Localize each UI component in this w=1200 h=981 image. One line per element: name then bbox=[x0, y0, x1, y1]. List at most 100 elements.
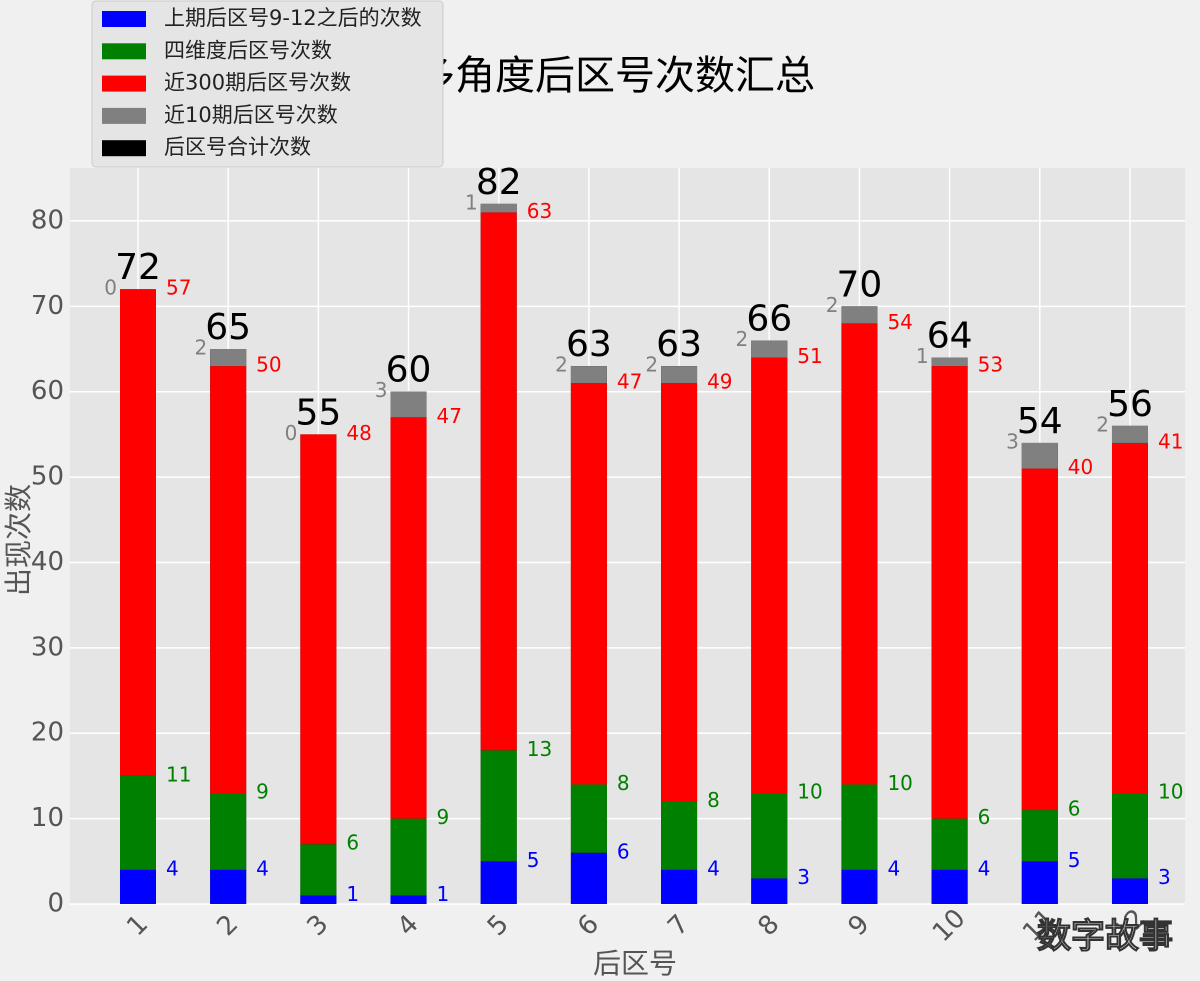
value-label: 9 bbox=[437, 805, 450, 829]
total-label: 65 bbox=[205, 307, 251, 348]
value-label: 2 bbox=[194, 336, 207, 360]
bar-segment bbox=[1021, 861, 1058, 904]
value-label: 5 bbox=[527, 848, 540, 872]
total-label: 55 bbox=[295, 392, 341, 433]
value-label: 50 bbox=[256, 353, 281, 377]
value-label: 2 bbox=[736, 327, 749, 351]
bar-segment bbox=[300, 895, 337, 904]
legend-label: 上期后区号9-12之后的次数 bbox=[164, 6, 422, 30]
value-label: 0 bbox=[285, 421, 298, 445]
y-tick-label: 70 bbox=[31, 291, 64, 321]
value-label: 10 bbox=[887, 771, 912, 795]
legend-swatch bbox=[102, 107, 146, 124]
bar-segment bbox=[841, 323, 878, 785]
bar-segment bbox=[210, 349, 247, 367]
value-label: 57 bbox=[166, 276, 191, 300]
value-label: 41 bbox=[1158, 429, 1183, 453]
total-label: 63 bbox=[566, 324, 612, 365]
bar-segment bbox=[210, 793, 247, 870]
bar-segment bbox=[841, 869, 878, 904]
bar-segment bbox=[1021, 810, 1058, 862]
bar-segment bbox=[661, 869, 698, 904]
value-label: 1 bbox=[465, 190, 478, 214]
legend: 上期后区号9-12之后的次数四维度后区号次数近300期后区号次数近10期后区号次… bbox=[91, 0, 444, 168]
bar-segment bbox=[300, 844, 337, 896]
bar-segment bbox=[931, 869, 968, 904]
bar-segment bbox=[570, 383, 607, 785]
bar-segment bbox=[480, 750, 517, 862]
value-label: 54 bbox=[887, 310, 912, 334]
bar-segment bbox=[480, 212, 517, 751]
y-tick-label: 60 bbox=[31, 376, 64, 406]
value-label: 3 bbox=[1006, 429, 1019, 453]
value-label: 1 bbox=[437, 882, 450, 906]
bar-segment bbox=[570, 366, 607, 384]
bar-segment bbox=[661, 366, 698, 384]
legend-swatch bbox=[102, 43, 146, 60]
value-label: 1 bbox=[346, 882, 359, 906]
value-label: 6 bbox=[1068, 797, 1081, 821]
bar-segment bbox=[210, 869, 247, 904]
bar-segment bbox=[300, 434, 337, 845]
value-label: 47 bbox=[437, 404, 462, 428]
x-axis-label: 后区号 bbox=[593, 947, 677, 980]
bar-segment bbox=[841, 784, 878, 870]
value-label: 1 bbox=[916, 344, 929, 368]
value-label: 4 bbox=[707, 856, 720, 880]
value-label: 3 bbox=[375, 378, 388, 402]
value-label: 8 bbox=[707, 788, 720, 812]
y-tick-label: 0 bbox=[47, 889, 64, 919]
legend-label: 近10期后区号次数 bbox=[164, 103, 338, 127]
y-tick-label: 10 bbox=[31, 803, 64, 833]
bar-segment bbox=[751, 357, 788, 794]
bar-segment bbox=[390, 391, 427, 418]
value-label: 49 bbox=[707, 370, 732, 394]
value-label: 6 bbox=[978, 805, 991, 829]
value-label: 5 bbox=[1068, 848, 1081, 872]
y-tick-label: 20 bbox=[31, 718, 64, 748]
total-label: 54 bbox=[1017, 401, 1063, 442]
bar-segment bbox=[751, 878, 788, 904]
value-label: 8 bbox=[617, 771, 630, 795]
bar-segment bbox=[570, 784, 607, 853]
bar-segment bbox=[390, 895, 427, 904]
bar-segment bbox=[120, 775, 156, 870]
total-label: 72 bbox=[115, 247, 161, 288]
bar-segment bbox=[931, 366, 968, 819]
bar-segment bbox=[661, 383, 698, 802]
value-label: 6 bbox=[346, 831, 359, 855]
bar-segment bbox=[751, 793, 788, 879]
bar-segment bbox=[1111, 425, 1148, 443]
value-label: 2 bbox=[645, 353, 658, 377]
bar-segment bbox=[390, 417, 427, 819]
bar-segment bbox=[1021, 442, 1058, 469]
total-label: 82 bbox=[476, 162, 522, 203]
legend-box bbox=[91, 0, 444, 168]
bar-segment bbox=[841, 306, 878, 324]
chart-title: 多角度后区号次数汇总 bbox=[415, 53, 815, 99]
value-label: 9 bbox=[256, 780, 269, 804]
y-tick-label: 40 bbox=[31, 547, 64, 577]
bar-segment bbox=[480, 203, 517, 213]
total-label: 56 bbox=[1107, 384, 1153, 425]
value-label: 0 bbox=[104, 276, 117, 300]
legend-swatch bbox=[102, 11, 146, 27]
value-label: 40 bbox=[1068, 455, 1093, 479]
bar-segment bbox=[751, 340, 788, 358]
bar-segment bbox=[1111, 878, 1148, 904]
y-tick-label: 30 bbox=[31, 632, 64, 662]
bar-segment bbox=[1021, 468, 1058, 811]
bar-segment bbox=[1111, 793, 1148, 879]
bar-segment bbox=[390, 818, 427, 896]
y-tick-label: 50 bbox=[31, 462, 64, 492]
bar-segment bbox=[120, 289, 156, 776]
watermark: 数字故事 bbox=[1037, 917, 1173, 957]
total-label: 60 bbox=[386, 350, 432, 391]
value-label: 10 bbox=[1158, 780, 1183, 804]
value-label: 3 bbox=[797, 865, 810, 889]
value-label: 4 bbox=[166, 856, 179, 880]
total-label: 63 bbox=[656, 324, 702, 365]
bar-segment bbox=[1111, 442, 1148, 794]
value-label: 63 bbox=[527, 199, 552, 223]
